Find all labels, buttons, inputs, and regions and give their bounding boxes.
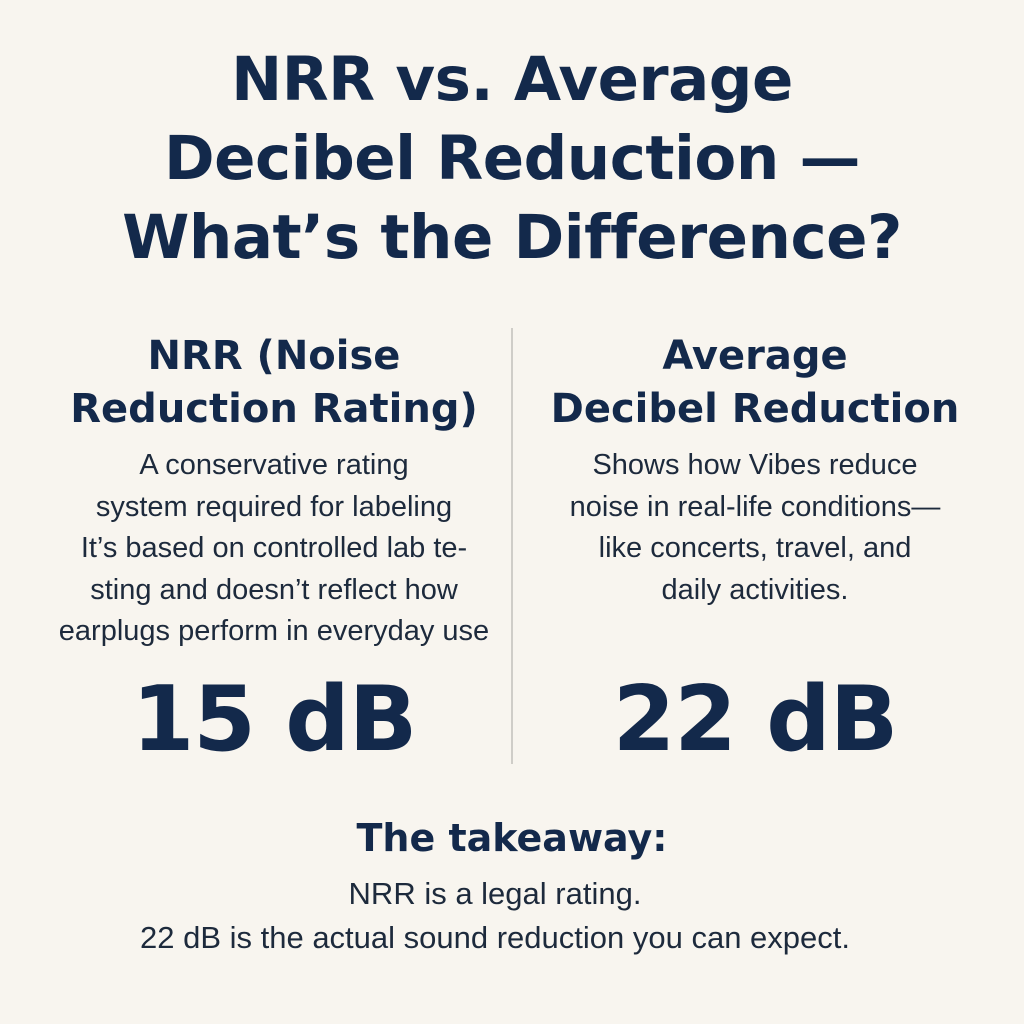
nrr-value: 15 dB (131, 667, 418, 772)
title-line: NRR vs. Average (231, 44, 793, 115)
average-reduction-value: 22 dB (612, 667, 899, 772)
nrr-description-line: system required for labeling (95, 490, 453, 523)
nrr-description-line: earplugs perform in everyday use (58, 615, 490, 647)
nrr-description-line: sting and doesn’t reflect how (90, 573, 458, 606)
nrr-column: NRR (Noise Reduction Rating) A conservat… (40, 330, 508, 653)
title-line: What’s the Difference? (122, 202, 902, 273)
column-divider (511, 328, 513, 764)
nrr-heading-line: NRR (Noise (147, 333, 401, 379)
average-reduction-description-line: like concerts, travel, and (598, 532, 912, 564)
takeaway-line: 22 dB is the actual sound reduction you … (139, 920, 851, 955)
nrr-heading: NRR (Noise Reduction Rating) (40, 330, 508, 436)
average-reduction-heading: Average Decibel Reduction (520, 330, 990, 436)
takeaway-line: NRR is a legal rating. (348, 876, 642, 911)
title-line: Decibel Reduction — (164, 123, 861, 194)
nrr-description: A conservative rating system required fo… (40, 445, 508, 653)
average-reduction-description: Shows how Vibes reduce noise in real-lif… (520, 445, 990, 611)
page-title: NRR vs. Average Decibel Reduction — What… (0, 40, 1024, 277)
nrr-heading-line: Reduction Rating) (70, 386, 478, 432)
average-reduction-description-line: Shows how Vibes reduce (592, 449, 918, 481)
takeaway-text: NRR is a legal rating. 22 dB is the actu… (0, 872, 990, 960)
average-reduction-description-line: daily activities. (661, 573, 849, 606)
takeaway-heading: The takeaway: (356, 816, 668, 860)
average-reduction-column: Average Decibel Reduction Shows how Vibe… (520, 330, 990, 611)
nrr-description-line: It’s based on controlled lab te- (80, 532, 468, 564)
average-reduction-description-line: noise in real-life conditions— (569, 490, 941, 523)
average-reduction-heading-line: Decibel Reduction (550, 386, 960, 432)
average-reduction-heading-line: Average (662, 333, 848, 379)
nrr-description-line: A conservative rating (139, 449, 409, 481)
